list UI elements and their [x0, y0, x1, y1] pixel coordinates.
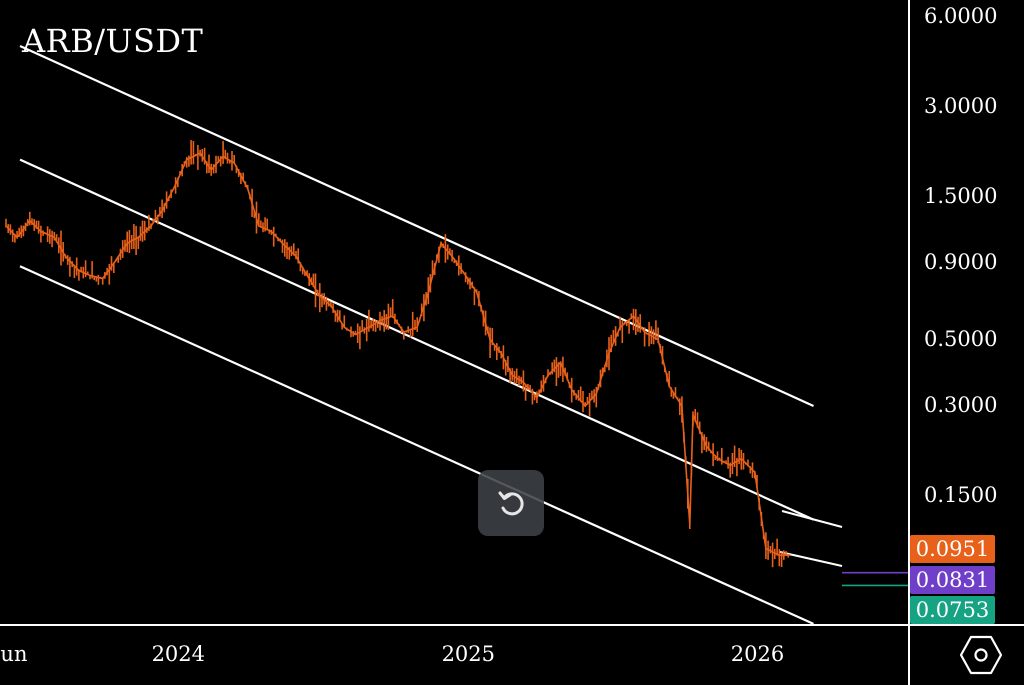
price-line: [5, 152, 791, 557]
y-tick-label: 6.0000: [924, 4, 998, 28]
y-tick-label: 0.3000: [924, 392, 998, 417]
price-axis-divider: [908, 0, 910, 685]
x-tick-label: Jun: [0, 642, 28, 666]
y-tick-label: 1.5000: [924, 184, 998, 208]
rotate-ccw-icon: [498, 491, 524, 516]
y-tick-label: 0.1500: [924, 482, 998, 507]
price-badge: 0.0831: [910, 566, 995, 594]
price-badge: 0.0951: [910, 535, 995, 563]
price-level-lines: [842, 571, 908, 587]
channel-line-middle: [19, 158, 814, 521]
channel-lines: [19, 44, 843, 625]
reset-chart-button[interactable]: [478, 470, 544, 536]
x-tick-label: 2025: [441, 642, 496, 666]
y-tick-label: 0.9000: [924, 250, 998, 275]
y-tick-label: 3.0000: [924, 94, 998, 118]
symbol-title: ARB/USDT: [22, 22, 204, 60]
x-tick-label: 2026: [730, 642, 785, 666]
y-tick-label: 0.5000: [924, 326, 998, 351]
price-series: [5, 140, 791, 568]
local-resistance-line: [781, 510, 843, 528]
chart-settings-button[interactable]: [958, 632, 1004, 678]
channel-line-upper: [19, 44, 814, 407]
x-tick-label: 2024: [151, 642, 206, 666]
price-badge: 0.0753: [910, 596, 995, 624]
time-axis-divider: [0, 624, 1024, 626]
local-support-line: [779, 551, 843, 567]
channel-line-lower: [19, 265, 814, 625]
hexagon-gear-icon: [959, 635, 1003, 675]
